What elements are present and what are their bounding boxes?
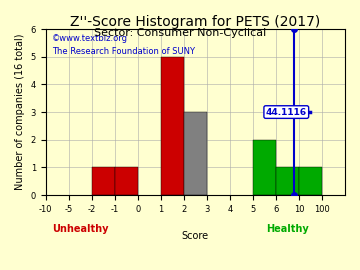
Text: ©www.textbiz.org: ©www.textbiz.org (51, 34, 128, 43)
Text: 44.1116: 44.1116 (266, 107, 307, 117)
X-axis label: Score: Score (182, 231, 209, 241)
Bar (253, 140, 276, 195)
Title: Z''-Score Histogram for PETS (2017): Z''-Score Histogram for PETS (2017) (70, 15, 320, 29)
Text: The Research Foundation of SUNY: The Research Foundation of SUNY (51, 47, 195, 56)
Bar (115, 167, 138, 195)
Text: Healthy: Healthy (266, 224, 309, 234)
Bar (184, 112, 207, 195)
Bar (276, 167, 299, 195)
Y-axis label: Number of companies (16 total): Number of companies (16 total) (15, 34, 25, 190)
Text: Sector: Consumer Non-Cyclical: Sector: Consumer Non-Cyclical (94, 28, 266, 38)
Bar (299, 167, 322, 195)
Text: Unhealthy: Unhealthy (52, 224, 108, 234)
Bar (92, 167, 115, 195)
Bar (161, 57, 184, 195)
